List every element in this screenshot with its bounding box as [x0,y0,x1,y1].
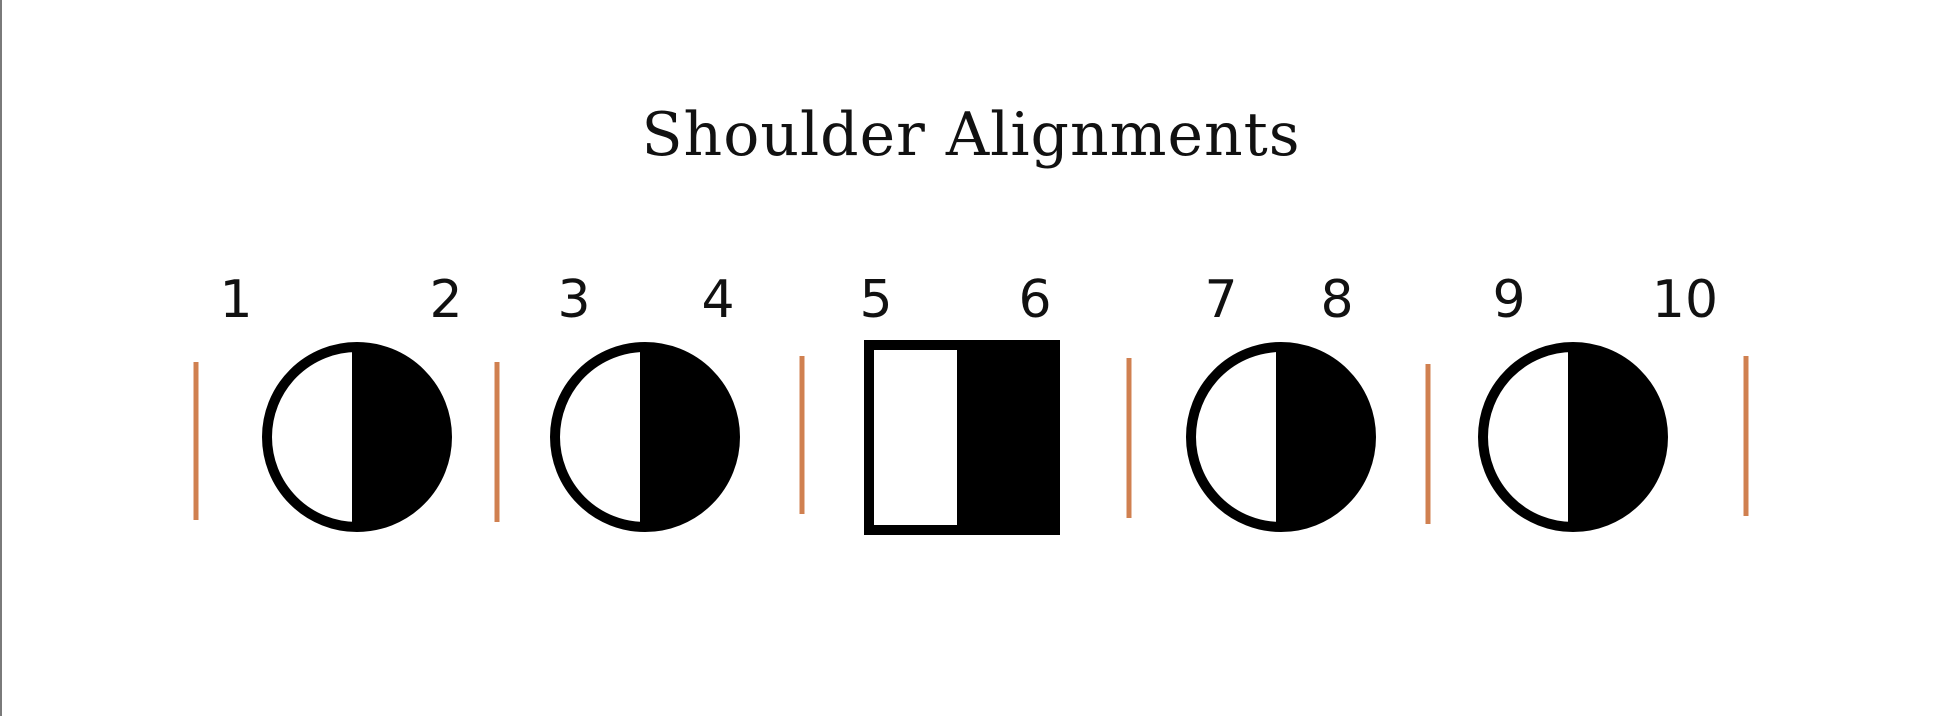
number-label-6: 6 [1018,270,1051,330]
circle-right-half-2 [645,347,735,527]
circle-right-half-5 [1573,347,1663,527]
number-label-5: 5 [859,270,892,330]
number-label-4: 4 [701,270,734,330]
number-label-10: 10 [1652,270,1718,330]
circle-left-half-4 [1191,347,1281,527]
number-label-7: 7 [1204,270,1237,330]
number-label-3: 3 [557,270,590,330]
left-border [0,0,2,716]
circle-right-half-4 [1281,347,1371,527]
number-label-8: 8 [1320,270,1353,330]
circle-left-half-5 [1483,347,1573,527]
square-left-half-3 [869,345,962,530]
circle-right-half-1 [357,347,447,527]
number-label-9: 9 [1492,270,1525,330]
square-right-half-3 [962,345,1055,530]
circle-left-half-1 [267,347,357,527]
number-label-2: 2 [429,270,462,330]
number-label-1: 1 [219,270,252,330]
circle-left-half-2 [555,347,645,527]
diagram-title: Shoulder Alignments [641,100,1301,170]
